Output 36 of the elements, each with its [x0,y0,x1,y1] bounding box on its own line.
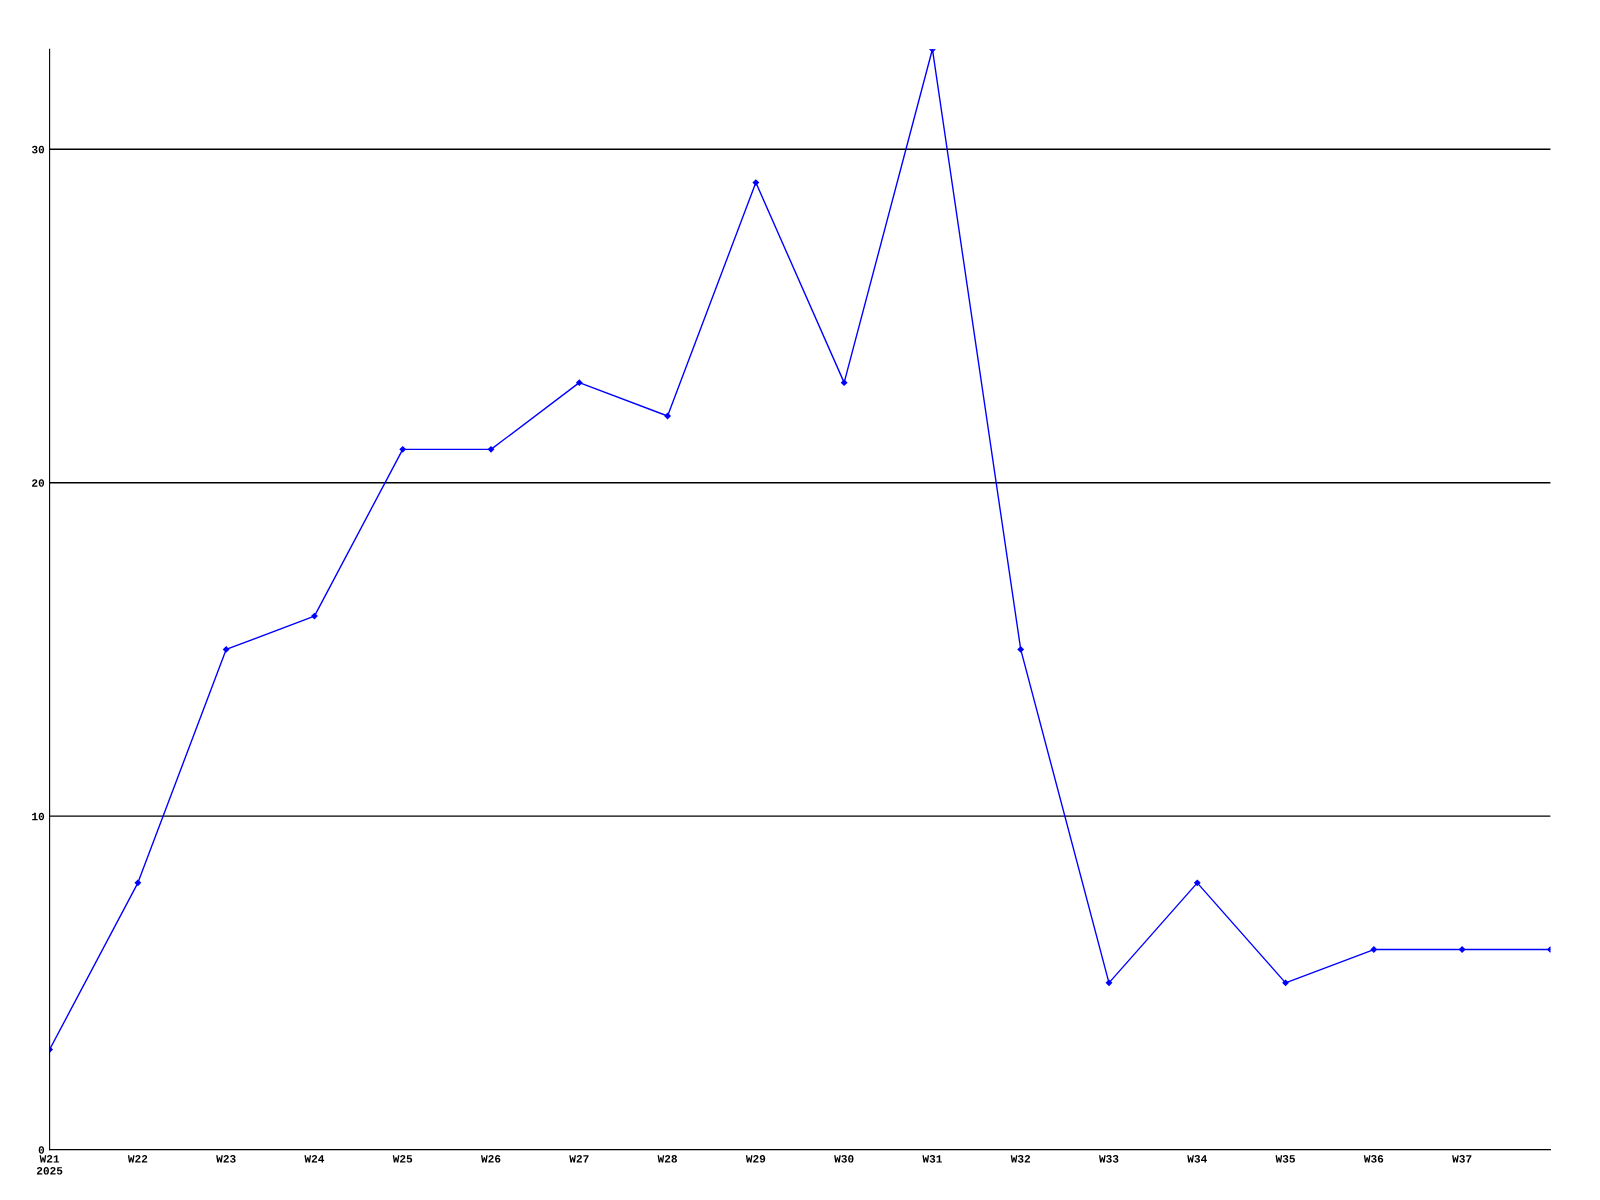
point [1017,646,1024,653]
x-tick-label: W29 [745,1155,766,1163]
x-tick-label: W23 [216,1155,236,1163]
point [1458,946,1466,953]
x-tick-label: W30 [834,1155,854,1163]
point [1370,946,1377,953]
y-tick-label: 0 [38,1146,45,1154]
y-tick-label: 10 [32,812,45,821]
point [487,446,495,453]
x-tick-label: W34 [1187,1155,1207,1163]
x-tick-label: W32 [1010,1155,1031,1163]
point [311,612,318,620]
x-tick-label: W35 [1275,1155,1295,1163]
point [399,446,406,453]
point [1194,879,1201,886]
x-tick-label: W36 [1363,1155,1384,1163]
x-tick-label: W21 2025 [36,1155,63,1175]
y-tick-label: 20 [32,479,45,487]
x-tick-label: W27 [569,1155,589,1163]
point [223,646,230,653]
x-tick-label: W37 [1452,1155,1472,1163]
x-tick-label: W33 [1098,1155,1119,1163]
point [752,179,760,186]
point [664,412,671,420]
point [1282,979,1289,987]
x-tick-label: W26 [481,1155,501,1163]
x-tick-label: W28 [657,1155,677,1163]
x-tick-label: W22 [127,1155,148,1163]
point [576,379,583,386]
x-tick-label: W24 [304,1155,325,1163]
point [840,379,848,386]
y-tick-label: 30 [31,145,45,154]
point [134,879,142,886]
x-tick-label: W25 [392,1155,413,1163]
point [1105,979,1113,987]
x-tick-label: W31 [922,1155,942,1163]
